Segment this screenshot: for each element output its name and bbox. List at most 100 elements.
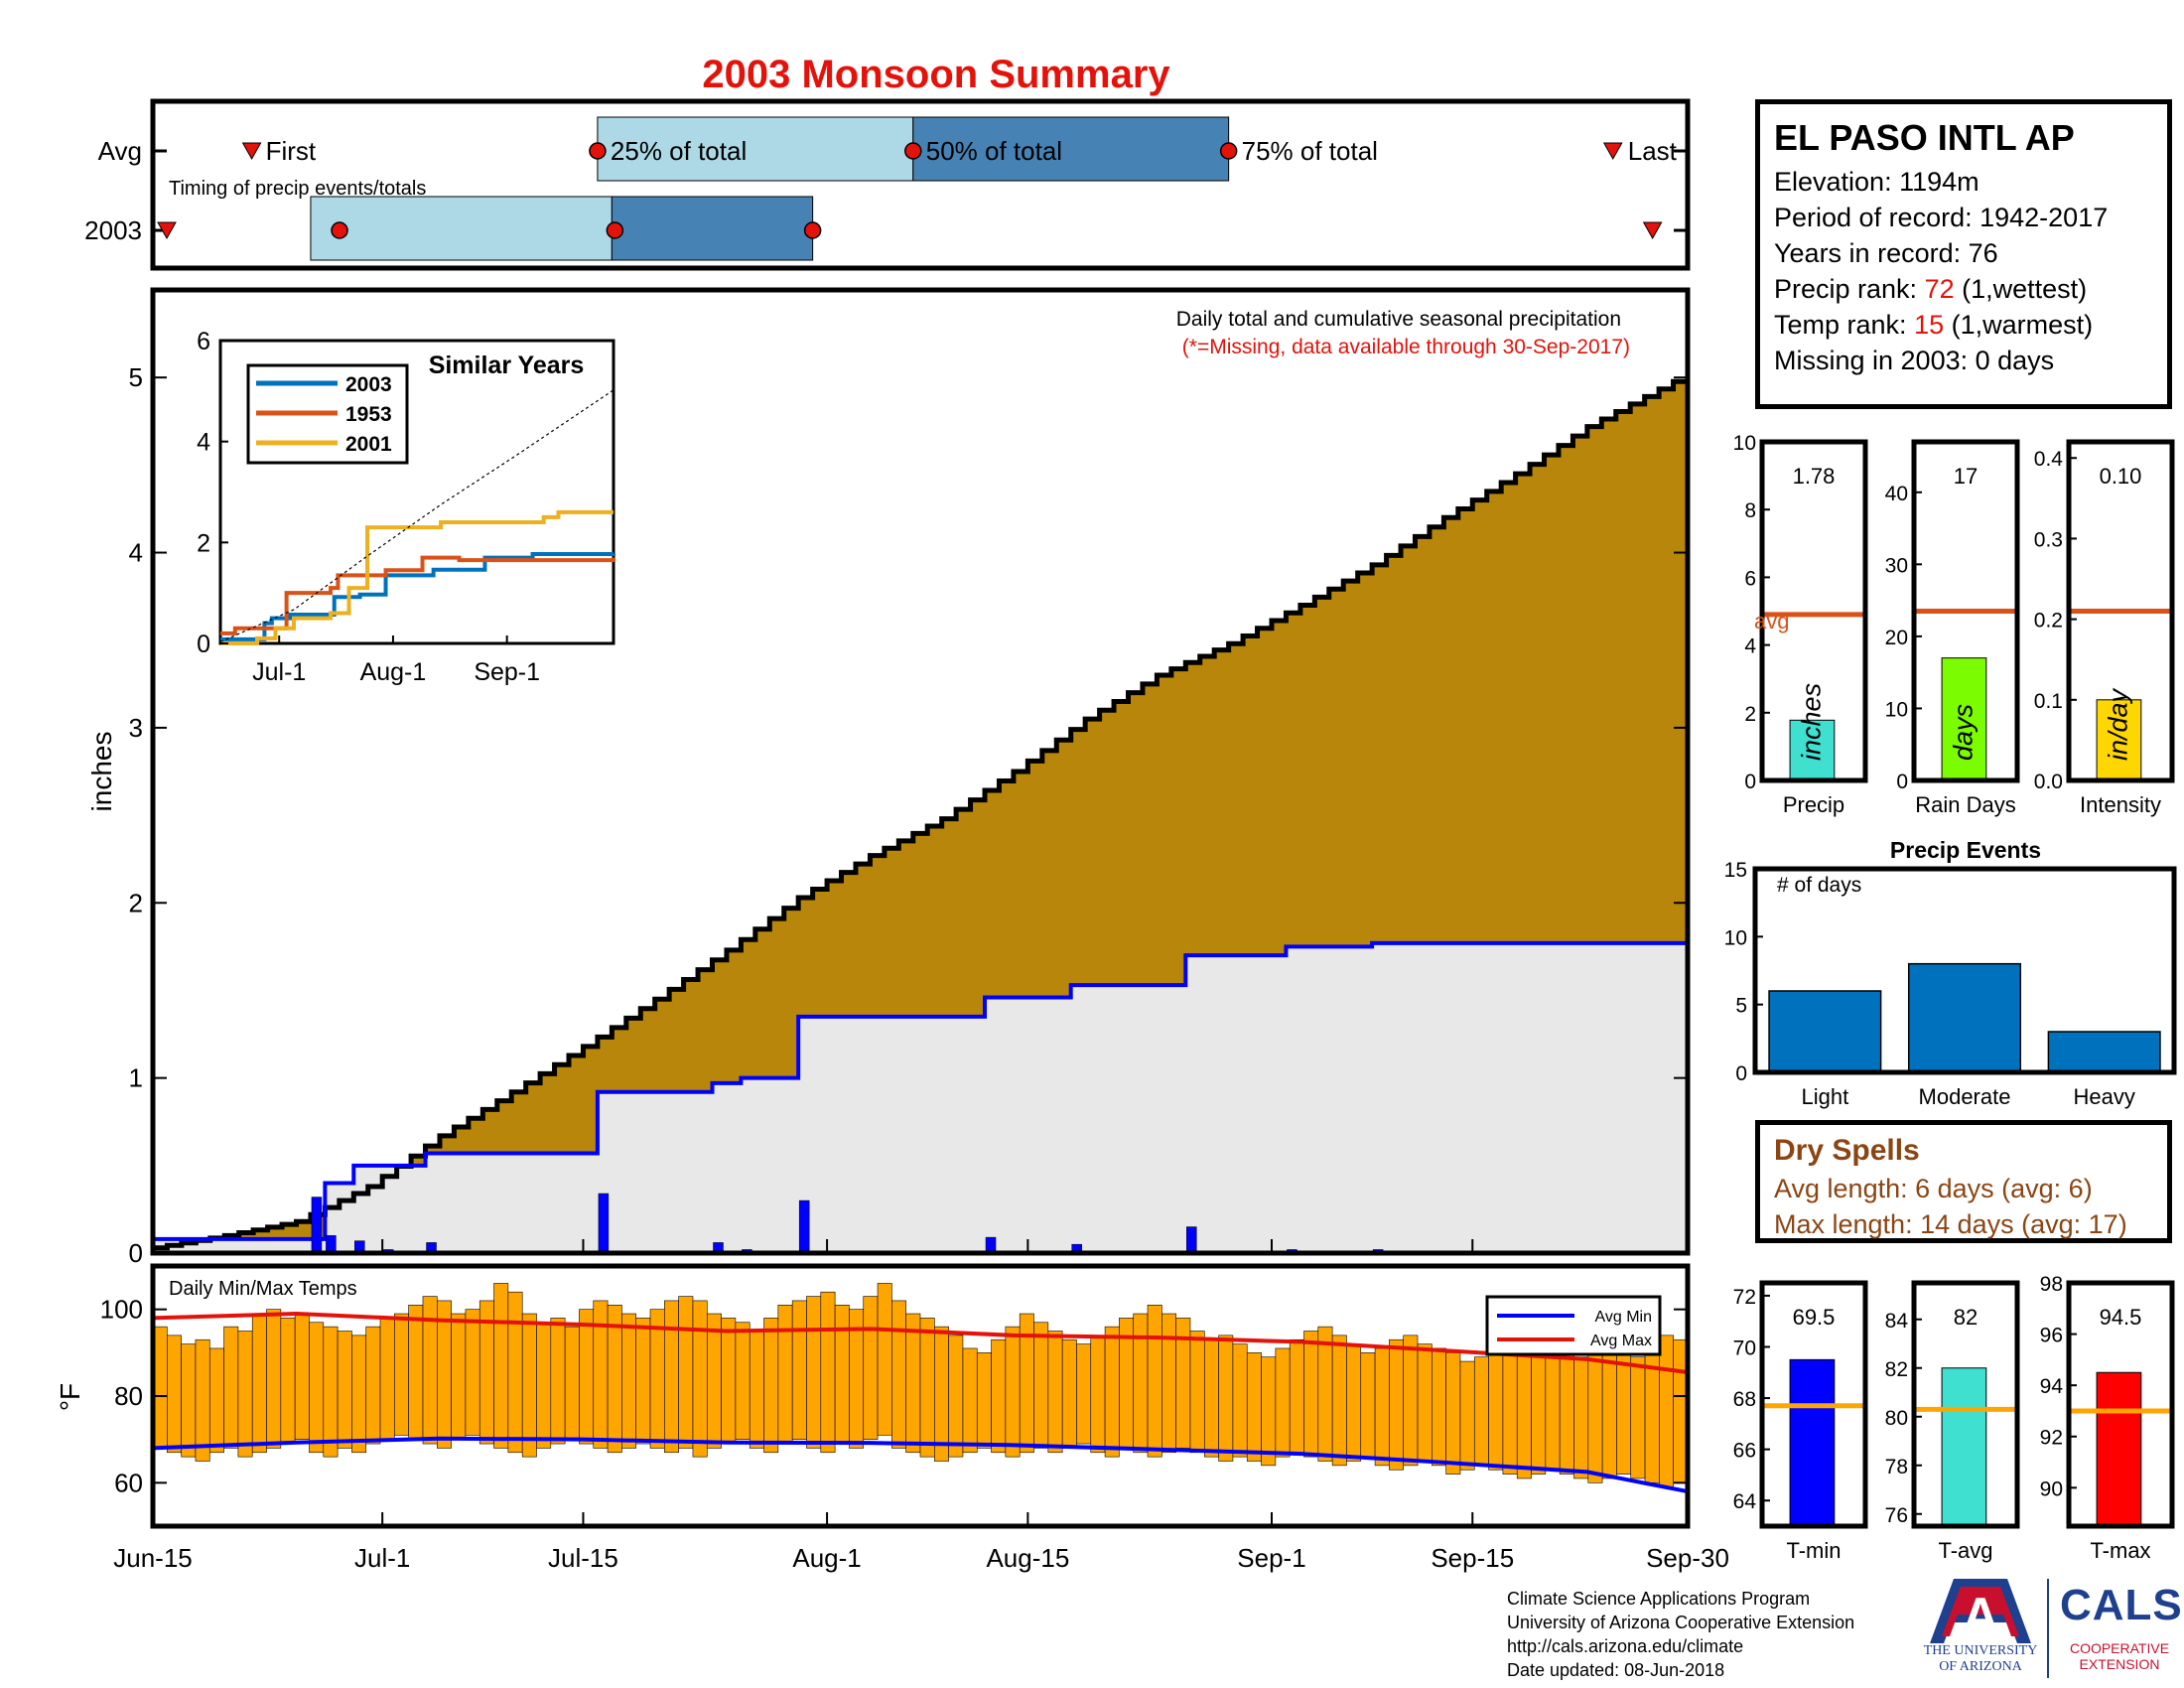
events-tick-label: 0: [1735, 1062, 1747, 1085]
avg-p50-label: 50% of total: [926, 136, 1062, 166]
timing-avg-label: Avg: [98, 136, 142, 166]
similar-years-inset: 0 2 4 6 Jul-1 Aug-1 Sep-1 2003 1953 2001 Similar …: [197, 328, 615, 686]
station-period: Period of record: 1942-2017: [1774, 203, 2109, 232]
inset-y-tick-label: 6: [197, 328, 210, 355]
daily-temp-bar: [1360, 1352, 1376, 1458]
daily-temp-bar: [351, 1335, 367, 1454]
daily-temp-bar: [1559, 1352, 1574, 1475]
daily-temp-bar: [1317, 1326, 1333, 1462]
credits-line-1: Climate Science Applications Program: [1507, 1589, 1811, 1609]
daily-temp-bar: [379, 1318, 395, 1440]
daily-precip-bar: [1186, 1226, 1197, 1254]
stat_tavg-bar: [1941, 1367, 1987, 1527]
daily-temp-bar: [777, 1305, 793, 1445]
stat_tmin-value: 69.5: [1793, 1305, 1836, 1330]
precip-y-tick-label: 1: [129, 1063, 143, 1093]
inset-y-tick-label: 4: [197, 429, 210, 457]
inset-legend-2003: 2003: [345, 373, 392, 396]
stat_tmin-tick-label: 68: [1733, 1388, 1756, 1411]
inset-avg-line: [219, 389, 614, 643]
daily-precip-bar: [326, 1235, 337, 1254]
timing-panel: Avg 2003 Timing of precip events/totals …: [84, 98, 1691, 271]
daily-temp-bar: [1659, 1335, 1674, 1488]
stat_precip-tick-label: 6: [1744, 567, 1756, 590]
ua-logo-name: THE UNIVERSITY OF ARIZONA: [1923, 1643, 2038, 1674]
daily-temp-bar: [1033, 1322, 1049, 1449]
stat_tmax-tick-label: 92: [2040, 1427, 2063, 1450]
events-tick-label: 15: [1724, 859, 1747, 882]
stat_intensity-unit: in/day: [2103, 687, 2132, 761]
obs-cumulative-line: [153, 940, 1690, 1241]
stat_intensity-value: 0.10: [2100, 464, 2142, 489]
daily-temp-bar: [1189, 1331, 1205, 1454]
daily-temp-bar: [1502, 1338, 1518, 1475]
stat_tmin-tick-label: 70: [1733, 1336, 1756, 1359]
stat-panels: inches 1.78 0 2 4 6 8 10 Precip avg days 17 0 10 20 30 4…: [1733, 432, 2175, 817]
daily-temp-bar: [337, 1331, 352, 1449]
dry-spells-max: Max length: 14 days (avg: 17): [1774, 1209, 2127, 1239]
precip-note-1: Daily total and cumulative seasonal prec…: [1176, 308, 1621, 331]
station-years: Years in record: 76: [1774, 238, 1998, 268]
stat_tmin-tick-label: 66: [1733, 1440, 1756, 1463]
legend-avg-max: Avg Max: [1590, 1333, 1652, 1349]
avg-first-label: First: [266, 136, 317, 166]
daily-temp-bar: [735, 1322, 751, 1440]
year-first-marker: [157, 221, 177, 240]
daily-temp-bar: [1161, 1313, 1176, 1454]
daily-temp-bar: [436, 1300, 452, 1449]
events-category-moderate: Moderate: [1919, 1084, 2011, 1109]
daily-temp-bar: [280, 1318, 296, 1445]
inset-x-tick-label: Jul-1: [252, 658, 306, 686]
stat_tmax-value: 94.5: [2100, 1305, 2142, 1330]
daily-temp-bar: [1218, 1335, 1234, 1462]
daily-temp-bar: [1147, 1305, 1162, 1458]
daily-temp-bar: [834, 1305, 850, 1445]
temp-y-tick-label: 60: [114, 1468, 143, 1497]
daily-temp-bar: [493, 1283, 509, 1449]
inset-x-tick-label: Aug-1: [360, 658, 427, 686]
station-temp-rank: Temp rank: 15 (1,warmest): [1774, 310, 2094, 340]
daily-temp-bar: [820, 1291, 836, 1454]
daily-temp-bar: [1261, 1356, 1277, 1467]
daily-temp-bar: [1445, 1352, 1461, 1475]
x-tick-label: Jul-15: [548, 1543, 618, 1573]
credits-line-3: http://cals.arizona.edu/climate: [1507, 1636, 1744, 1656]
legend-avg-min: Avg Min: [1594, 1309, 1652, 1326]
events-tick-label: 10: [1724, 926, 1747, 949]
precip-y-tick-label: 4: [129, 538, 143, 568]
stat_rain_days-value: 17: [1954, 464, 1978, 489]
daily-temp-bar: [692, 1300, 708, 1458]
stat_tmax-tick-label: 98: [2040, 1273, 2063, 1296]
year-last-marker: [1642, 221, 1663, 240]
daily-temp-bar: [763, 1318, 779, 1454]
x-tick-label: Jun-15: [113, 1543, 193, 1573]
inset-series-2001: [220, 509, 614, 645]
stat_tmin-tick-label: 72: [1733, 1286, 1756, 1309]
events-bar-heavy: [2047, 1031, 2161, 1073]
daily-temp-bar: [948, 1335, 964, 1458]
temp-y-label: °F: [55, 1383, 85, 1411]
avg-last-label: Last: [1628, 136, 1678, 166]
temp-frame: [150, 1263, 1691, 1529]
dry-spells-box: Dry Spells Avg length: 6 days (avg: 6) M…: [1755, 1120, 2172, 1243]
daily-temp-bar: [891, 1300, 906, 1449]
daily-temp-bar: [507, 1291, 523, 1454]
dry-spells-title: Dry Spells: [1774, 1134, 1920, 1167]
events-bar-light: [1768, 990, 1882, 1073]
stat_tmax-tick-label: 90: [2040, 1477, 2063, 1500]
events-frame: [1752, 866, 2177, 1075]
daily-precip-bar: [598, 1193, 610, 1254]
events-title: Precip Events: [1890, 837, 2041, 863]
daily-temp-bar: [550, 1318, 566, 1445]
stat_rain_days-unit: days: [1948, 704, 1978, 761]
stat_precip-unit: inches: [1796, 683, 1826, 761]
daily-temp-bar: [664, 1300, 679, 1454]
avg-p25-label: 25% of total: [611, 136, 747, 166]
daily-temp-bar: [579, 1309, 595, 1445]
precip-main-chart: 0 1 2 3 4 5 Daily total and cumulative season…: [86, 287, 1691, 1268]
stat_tavg-tick-label: 78: [1885, 1456, 1908, 1478]
daily-temp-bar: [1346, 1343, 1362, 1462]
daily-temp-bar: [1417, 1343, 1433, 1462]
stat_intensity-category: Intensity: [2080, 792, 2161, 817]
